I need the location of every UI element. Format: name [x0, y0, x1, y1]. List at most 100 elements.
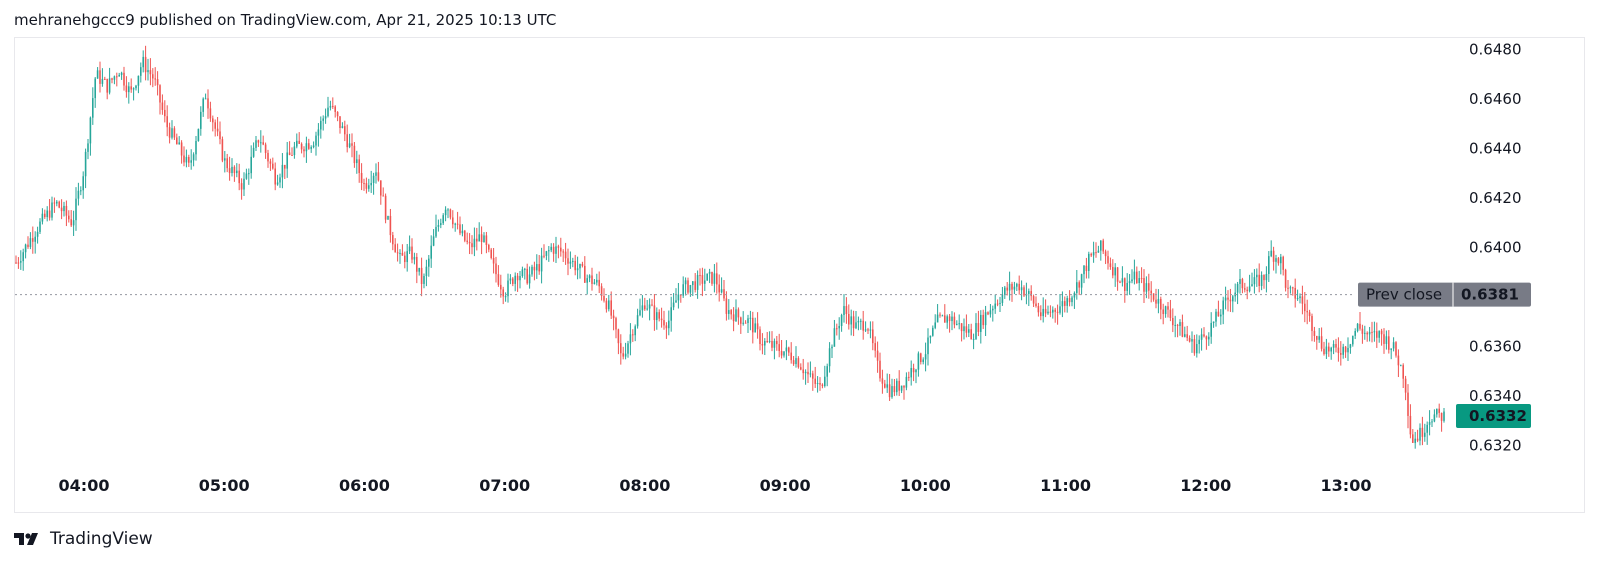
candle [63, 201, 65, 217]
candle [1181, 314, 1184, 338]
candle [932, 325, 934, 337]
candle [442, 213, 444, 226]
candle [173, 126, 176, 140]
candle [1047, 305, 1049, 315]
candle [826, 363, 828, 387]
candle [552, 243, 555, 262]
candle [48, 199, 51, 221]
candle [1371, 321, 1373, 343]
candle [1162, 303, 1164, 325]
candle [490, 247, 492, 260]
candle [296, 133, 298, 149]
candle [332, 97, 334, 109]
candle [1083, 265, 1085, 284]
candlestick-chart[interactable]: 0.64800.64600.64400.64200.64000.63800.63… [15, 38, 1586, 514]
candle [485, 231, 488, 254]
candle [1018, 275, 1020, 295]
candle [149, 58, 152, 86]
candle [1174, 315, 1176, 338]
time-tick-label: 04:00 [59, 476, 110, 495]
candle [161, 94, 164, 115]
candle [653, 294, 656, 331]
candle [660, 307, 663, 328]
candle [1148, 273, 1150, 299]
candle [452, 210, 454, 229]
candle [737, 307, 740, 325]
candle [1056, 304, 1059, 325]
candle [39, 218, 41, 235]
candle [176, 133, 178, 145]
candle [1409, 404, 1412, 439]
candle [1191, 331, 1193, 353]
candle [70, 210, 72, 227]
candle [209, 101, 212, 122]
candle [1179, 319, 1181, 336]
candle [980, 310, 982, 344]
candle [1208, 332, 1210, 346]
candle [360, 163, 363, 191]
candle [682, 276, 684, 298]
candle [1404, 375, 1407, 401]
candle [920, 352, 922, 365]
candle [233, 165, 236, 182]
candle [1037, 302, 1040, 317]
candle [536, 254, 538, 279]
price-tick-label: 0.6480 [1469, 40, 1522, 58]
candle [1277, 256, 1280, 266]
candle [377, 161, 380, 182]
candle [1316, 335, 1318, 350]
candle [720, 277, 723, 294]
candle [896, 378, 898, 396]
candle [1052, 306, 1054, 319]
candle [852, 310, 855, 337]
candle [68, 210, 70, 223]
candle [996, 299, 999, 307]
last-price-value: 0.6332 [1469, 407, 1527, 425]
candle [32, 226, 34, 254]
candle [706, 273, 708, 281]
price-axis[interactable]: 0.64800.64600.64400.64200.64000.63800.63… [1469, 40, 1522, 454]
candle [41, 208, 44, 225]
candle [315, 131, 317, 156]
candle [929, 335, 932, 344]
candle [1200, 328, 1203, 351]
candle [1301, 285, 1304, 315]
candle [1421, 416, 1424, 446]
time-tick-label: 12:00 [1180, 476, 1231, 495]
candle [1080, 273, 1083, 295]
candle [324, 108, 327, 124]
candle [1395, 341, 1397, 358]
candle [1306, 299, 1308, 325]
candle [1294, 278, 1296, 308]
candle [1128, 274, 1131, 295]
candle [245, 168, 248, 180]
candle [814, 366, 816, 388]
candle [262, 135, 264, 146]
candle [497, 265, 500, 287]
candle [363, 178, 365, 191]
candle [555, 236, 557, 263]
candle [848, 304, 850, 330]
candle [440, 218, 442, 229]
candle [1390, 348, 1392, 360]
candle [509, 274, 512, 285]
candle [802, 358, 804, 380]
candle [680, 294, 682, 303]
candle [831, 344, 833, 359]
candle [658, 309, 660, 322]
candle [1275, 254, 1277, 274]
candle [140, 62, 142, 83]
candle [435, 214, 437, 238]
time-axis[interactable]: 04:00 05:00 06:00 07:00 08:00 09:00 10:00 11:00… [59, 476, 1372, 495]
candle [1040, 305, 1042, 321]
candle [917, 351, 920, 377]
candle [944, 304, 946, 323]
candle [1296, 289, 1299, 301]
candle [1330, 346, 1332, 360]
candle [1042, 297, 1044, 323]
candle [310, 145, 312, 153]
candle [922, 357, 924, 365]
price-tick-label: 0.6320 [1469, 437, 1522, 455]
candle [1328, 342, 1330, 357]
chart-frame[interactable]: 0.64800.64600.64400.64200.64000.63800.63… [14, 37, 1585, 513]
